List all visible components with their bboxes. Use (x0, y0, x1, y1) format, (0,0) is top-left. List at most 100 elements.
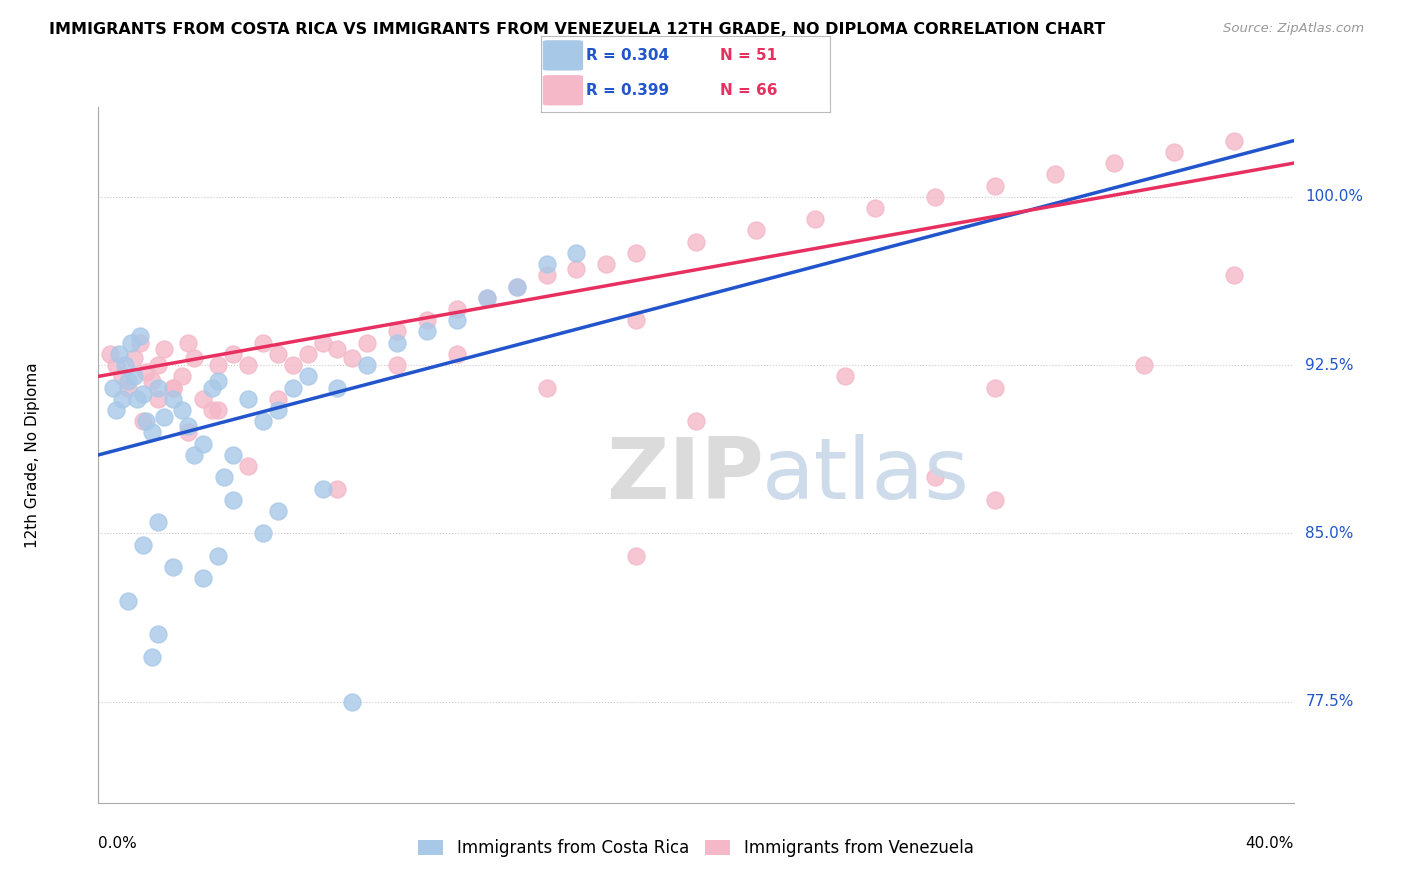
Point (162, 392, 184, 406)
Point (212, 470, 235, 484)
Point (745, 223, 768, 237)
Point (297, 369, 319, 384)
Point (117, 374, 139, 388)
Point (129, 335, 152, 350)
Point (177, 335, 200, 350)
Point (132, 538, 155, 552)
Point (153, 343, 176, 357)
Point (924, 470, 946, 484)
Point (506, 279, 529, 293)
Text: IMMIGRANTS FROM COSTA RICA VS IMMIGRANTS FROM VENEZUELA 12TH GRADE, NO DIPLOMA C: IMMIGRANTS FROM COSTA RICA VS IMMIGRANTS… (49, 22, 1105, 37)
Point (1223, 268, 1246, 283)
Point (685, 414, 707, 428)
Point (984, 492, 1007, 507)
Point (506, 279, 529, 293)
Point (984, 178, 1007, 193)
Point (162, 381, 184, 395)
Point (342, 695, 364, 709)
Point (117, 594, 139, 608)
Point (326, 381, 349, 395)
Point (385, 358, 409, 372)
Point (252, 335, 274, 350)
Point (191, 571, 214, 585)
Point (281, 358, 304, 372)
Point (565, 246, 588, 260)
Point (385, 335, 409, 350)
Text: N = 66: N = 66 (720, 83, 778, 98)
Point (865, 201, 887, 215)
Point (595, 257, 617, 271)
Point (222, 347, 245, 361)
FancyBboxPatch shape (543, 40, 583, 70)
Point (267, 403, 290, 417)
Point (326, 343, 349, 357)
Point (446, 313, 468, 327)
Point (536, 381, 558, 395)
Text: ZIP: ZIP (606, 434, 763, 517)
Point (536, 268, 558, 283)
Point (141, 374, 163, 388)
Text: 0.0%: 0.0% (98, 837, 138, 852)
Point (297, 347, 319, 361)
Point (984, 381, 1007, 395)
Point (446, 347, 468, 361)
Point (191, 392, 214, 406)
Point (162, 560, 184, 574)
Point (1104, 156, 1126, 170)
Text: 92.5%: 92.5% (1306, 358, 1354, 373)
Point (222, 492, 245, 507)
Text: R = 0.399: R = 0.399 (586, 83, 669, 98)
Point (475, 291, 498, 305)
Point (207, 403, 229, 417)
Point (127, 392, 149, 406)
Point (252, 526, 274, 541)
Point (162, 381, 184, 395)
Legend: Immigrants from Costa Rica, Immigrants from Venezuela: Immigrants from Costa Rica, Immigrants f… (418, 839, 974, 857)
Text: Source: ZipAtlas.com: Source: ZipAtlas.com (1223, 22, 1364, 36)
Point (183, 351, 205, 366)
Point (1223, 134, 1246, 148)
Point (132, 387, 155, 401)
Point (177, 425, 200, 440)
Point (281, 381, 304, 395)
Point (267, 347, 290, 361)
Point (252, 414, 274, 428)
Point (172, 369, 194, 384)
Point (267, 504, 290, 518)
Point (108, 347, 131, 361)
Point (446, 301, 468, 316)
Point (267, 392, 290, 406)
Point (114, 358, 136, 372)
Point (141, 649, 163, 664)
Point (132, 414, 155, 428)
Text: R = 0.304: R = 0.304 (586, 48, 669, 63)
Point (135, 365, 157, 379)
Point (385, 325, 409, 339)
Point (1043, 167, 1066, 181)
Point (177, 418, 200, 433)
Text: 40.0%: 40.0% (1246, 837, 1294, 852)
Point (117, 381, 139, 395)
Point (153, 409, 176, 424)
Point (207, 358, 229, 372)
Point (475, 291, 498, 305)
Point (311, 335, 333, 350)
Point (191, 436, 214, 450)
Point (326, 482, 349, 496)
Point (120, 335, 142, 350)
Point (98, 347, 122, 361)
Point (148, 381, 170, 395)
Point (1163, 145, 1185, 159)
Point (626, 246, 648, 260)
Point (111, 369, 134, 384)
Point (236, 358, 259, 372)
Point (207, 374, 229, 388)
Point (626, 549, 648, 563)
Point (207, 549, 229, 563)
Point (111, 392, 134, 406)
Point (201, 403, 224, 417)
Point (565, 261, 588, 276)
Point (236, 459, 259, 474)
Point (1133, 358, 1156, 372)
Point (804, 212, 827, 227)
